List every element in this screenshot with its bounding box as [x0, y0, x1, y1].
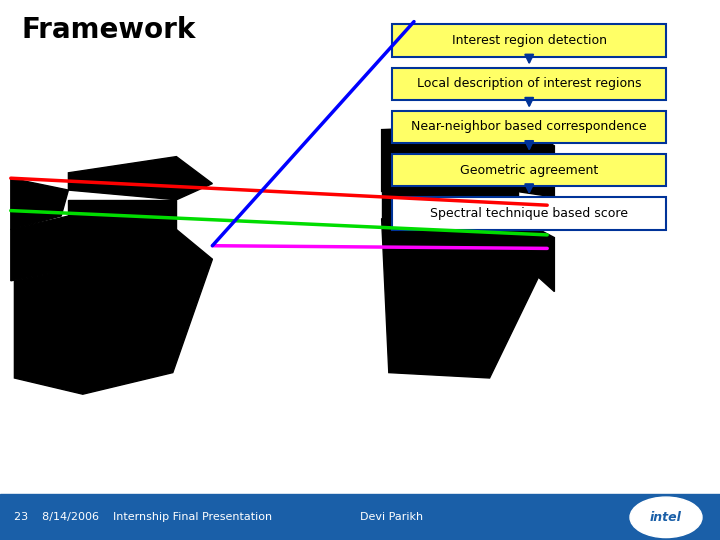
Polygon shape [68, 157, 212, 200]
Polygon shape [68, 230, 212, 275]
Ellipse shape [630, 497, 702, 538]
Polygon shape [518, 219, 554, 292]
Text: Spectral technique based score: Spectral technique based score [431, 207, 628, 220]
Text: Framework: Framework [22, 16, 196, 44]
Text: 23    8/14/2006    Internship Final Presentation: 23 8/14/2006 Internship Final Presentati… [14, 512, 273, 522]
Polygon shape [11, 178, 68, 230]
Polygon shape [382, 124, 547, 192]
Text: Geometric agreement: Geometric agreement [460, 164, 598, 177]
Text: Interest region detection: Interest region detection [451, 34, 607, 47]
Bar [0, 494, 720, 540]
Text: Near-neighbor based correspondence: Near-neighbor based correspondence [411, 120, 647, 133]
Bar [392, 197, 666, 230]
Text: Local description of interest regions: Local description of interest regions [417, 77, 642, 90]
Text: intel: intel [650, 511, 682, 524]
Polygon shape [382, 192, 518, 219]
Polygon shape [14, 259, 212, 394]
Polygon shape [68, 200, 176, 230]
Polygon shape [382, 219, 547, 378]
Polygon shape [518, 124, 554, 197]
Bar [392, 154, 666, 186]
Bar [392, 111, 666, 143]
Bar [392, 68, 666, 100]
Polygon shape [11, 216, 68, 281]
Text: Devi Parikh: Devi Parikh [360, 512, 423, 522]
Bar [392, 24, 666, 57]
